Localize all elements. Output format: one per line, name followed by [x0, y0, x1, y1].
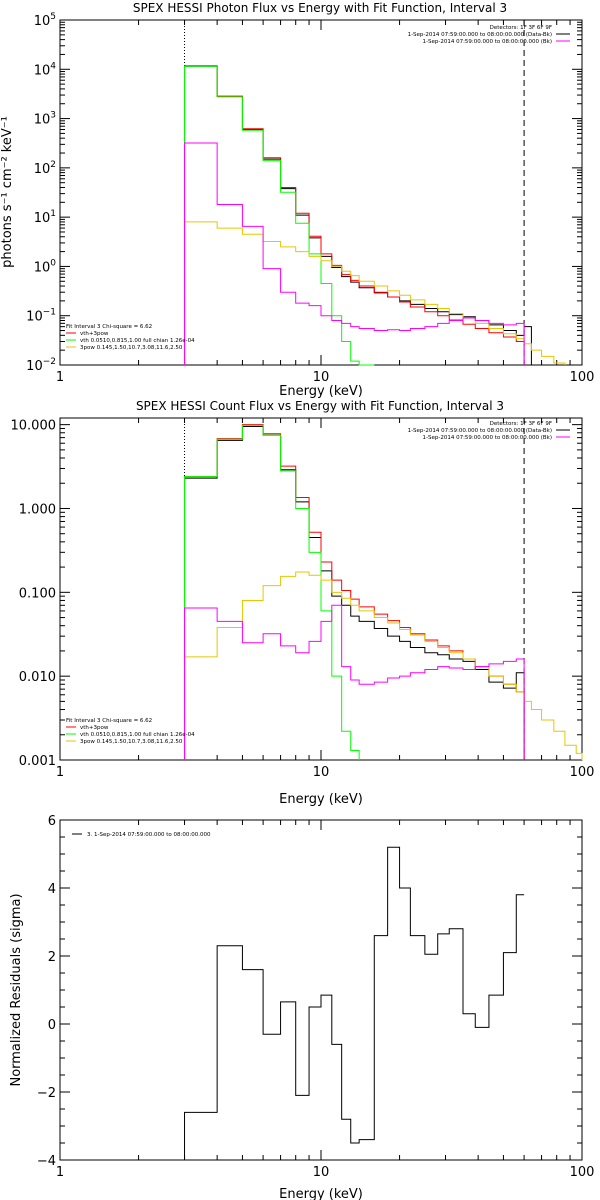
series-line-data-bk: [184, 426, 525, 760]
y-axis-label: photons s⁻¹ cm⁻² keV⁻¹: [0, 116, 15, 268]
fit-info-box: Fit Interval 3 Chi-square = 6.62vth+3pow…: [66, 718, 195, 745]
legend-entry-label: 1-Sep-2014 07:59:00.000 to 08:00:00.000 …: [408, 428, 552, 434]
y-tick-label: 101: [34, 209, 56, 226]
y-tick-label: −4: [37, 1154, 56, 1169]
residuals-chart: 1 10 100 −4 −2 0 2 4 6 Energy (keV) Normalized …: [9, 814, 594, 1200]
fit-entry-label: 3pow 0.145,1.50,10.7,3.08,11.6,2.50: [80, 739, 183, 745]
series-line-vth: [184, 65, 375, 366]
series-line-vth: [184, 424, 360, 760]
y-tick-label: 100: [34, 258, 57, 275]
series-group: [184, 65, 566, 366]
x-tick-label: 1: [56, 765, 64, 780]
count-flux-chart: SPEX HESSI Count Flux vs Energy with Fit…: [11, 399, 595, 807]
series-line-bk: [184, 142, 525, 365]
fit-header: Fit Interval 3 Chi-square = 6.62: [66, 324, 152, 330]
y-tick-label: 2: [48, 950, 56, 965]
y-tick-label: 0.001: [19, 754, 56, 769]
series-group: [184, 846, 525, 1160]
x-tick-label: 100: [570, 1165, 595, 1180]
y-axis-ticks: −4 −2 0 2 4 6: [37, 814, 582, 1169]
y-tick-label: 102: [34, 160, 56, 177]
y-tick-label: 4: [48, 882, 56, 897]
y-tick-label: 6: [48, 814, 56, 829]
fit-entry-label: vth 0.0510,0.815,1.00 full chian 1.26e-0…: [80, 338, 195, 344]
series-group: [184, 424, 583, 760]
chart-title: SPEX HESSI Count Flux vs Energy with Fit…: [136, 399, 504, 413]
x-tick-label: 100: [570, 370, 595, 385]
legend-entry-label: 3. 1-Sep-2014 07:59:00.000 to 08:00:00.0…: [87, 832, 211, 838]
x-axis-label: Energy (keV): [279, 384, 363, 399]
series-line-bk: [184, 604, 525, 760]
series-line-vth-3pow: [184, 65, 525, 365]
legend-entry-label: 1-Sep-2014 07:59:00.000 to 08:00:00.000 …: [408, 32, 552, 38]
x-tick-label: 10: [313, 370, 330, 385]
x-tick-label: 1: [56, 370, 64, 385]
y-tick-label: 1.000: [19, 502, 56, 517]
x-axis-ticks: 1 10 100: [56, 418, 595, 780]
legend-top-left: 3. 1-Sep-2014 07:59:00.000 to 08:00:00.0…: [72, 832, 211, 838]
series-line-residuals: [184, 846, 525, 1160]
x-tick-label: 10: [313, 1165, 330, 1180]
x-axis-ticks: 1 10 100: [56, 820, 595, 1180]
fit-header: Fit Interval 3 Chi-square = 6.62: [66, 718, 152, 724]
fit-info-box: Fit Interval 3 Chi-square = 6.62vth+3pow…: [66, 324, 195, 351]
series-line-vth-3pow: [184, 424, 525, 760]
series-line-3pow: [184, 571, 583, 760]
x-tick-label: 10: [313, 765, 330, 780]
photon-flux-chart: SPEX HESSI Photon Flux vs Energy with Fi…: [0, 1, 594, 399]
fit-entry-label: vth+3pow: [80, 331, 109, 337]
x-axis-ticks: 1 10 100: [56, 20, 595, 385]
y-axis-label: Normalized Residuals (sigma): [9, 893, 24, 1086]
legend-top-right: Detectors: 1F 3F 6F 9F1-Sep-2014 07:59:0…: [408, 25, 570, 45]
range-markers: [184, 20, 525, 365]
legend-detectors: Detectors: 1F 3F 6F 9F: [490, 25, 552, 31]
y-tick-label: 0.100: [19, 586, 56, 601]
x-tick-label: 100: [570, 765, 595, 780]
series-line-3pow: [184, 221, 566, 365]
y-tick-label: 0.010: [19, 670, 56, 685]
x-axis-label: Energy (keV): [279, 792, 363, 807]
y-tick-label: 0: [48, 1018, 56, 1033]
legend-entry-label: 1-Sep-2014 07:59:00.000 to 08:00:00.000 …: [423, 39, 553, 45]
x-axis-label: Energy (keV): [279, 1187, 363, 1200]
y-axis-ticks: 0.001 0.010 0.100 1.000 10.000: [11, 419, 582, 769]
y-tick-label: 104: [34, 61, 57, 78]
x-tick-label: 1: [56, 1165, 64, 1180]
y-axis-ticks: 10−2 10−1 100 101 102 103 104 105: [26, 12, 582, 374]
legend-top-right: Detectors: 1F 3F 6F 9F1-Sep-2014 07:59:0…: [408, 421, 570, 441]
fit-entry-label: 3pow 0.145,1.50,10.7,3.08,11.6,2.50: [80, 345, 183, 351]
y-tick-label: −2: [37, 1086, 56, 1101]
y-tick-label: 10−1: [26, 308, 56, 325]
fit-entry-label: vth+3pow: [80, 725, 109, 731]
chart-title: SPEX HESSI Photon Flux vs Energy with Fi…: [133, 1, 507, 15]
range-markers: [184, 418, 525, 760]
y-tick-label: 10.000: [11, 419, 57, 434]
legend-detectors: Detectors: 1F 3F 6F 9F: [490, 421, 552, 427]
legend-entry-label: 1-Sep-2014 07:59:00.000 to 08:00:00.000 …: [423, 435, 553, 441]
y-tick-label: 10−2: [26, 357, 56, 374]
fit-entry-label: vth 0.0510,0.815,1.00 full chian 1.26e-0…: [80, 732, 195, 738]
y-tick-label: 103: [34, 111, 56, 128]
y-tick-label: 105: [34, 12, 56, 29]
